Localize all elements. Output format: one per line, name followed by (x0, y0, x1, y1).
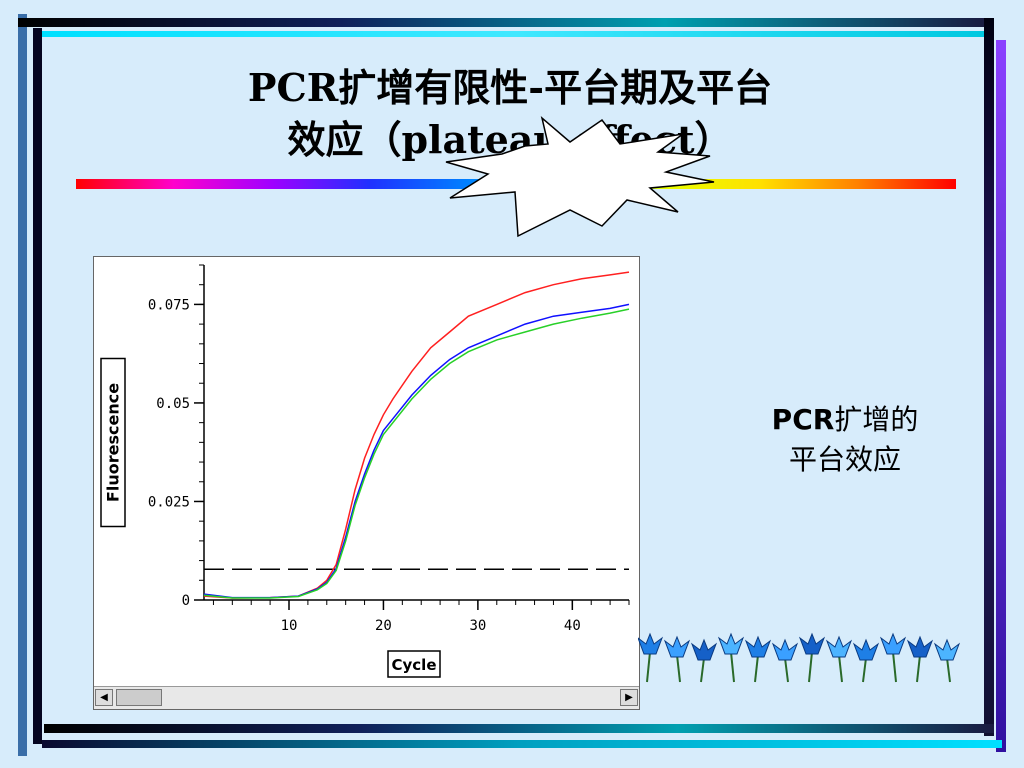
slide-caption: PCR扩增的 平台效应 (730, 400, 960, 480)
caption-pcr: PCR (771, 403, 835, 436)
series-line-2 (203, 303, 630, 599)
scroll-right-icon: ▶ (625, 692, 633, 703)
y-axis-label: Fluorescence (104, 383, 123, 502)
chart-window: 0 0.025 0.05 0.075 10 20 30 40 Fluorescence Cycle… (93, 256, 640, 710)
flower-icon (879, 632, 907, 683)
frame-right-violet (996, 40, 1006, 752)
y-label-box (100, 357, 126, 528)
x-label-box (387, 650, 441, 678)
frame-bottom-cyan (42, 740, 1002, 748)
y-tick-label: 0.075 (148, 297, 190, 313)
frame-bottom-dark (44, 724, 994, 733)
frame-right-dark (984, 18, 994, 736)
frame-left-outer (18, 14, 27, 756)
flower-icon (933, 638, 961, 683)
flower-icon (852, 638, 880, 683)
flower-icon (663, 635, 691, 683)
y-tick-label: 0.025 (148, 494, 190, 510)
horizontal-scrollbar[interactable]: ◀ ▶ (94, 686, 639, 709)
flower-icon (690, 638, 718, 683)
series-line-3 (203, 308, 630, 599)
flower-icon (638, 632, 664, 683)
pcr-amplification-chart: 0 0.025 0.05 0.075 10 20 30 40 Fluorescence Cycle (100, 264, 630, 678)
scroll-right-button[interactable]: ▶ (620, 689, 638, 706)
caption-line-2: 平台效应 (788, 443, 901, 476)
x-tick-label: 10 (281, 618, 298, 634)
frame-top-dark (18, 18, 988, 27)
flower-icon (717, 632, 745, 683)
flower-icon (771, 638, 799, 683)
flower-icon (798, 632, 826, 683)
title-line-1: PCR扩增有限性-平台期及平台 (247, 65, 773, 110)
frame-left-inner (33, 28, 42, 744)
x-tick-label: 40 (564, 618, 581, 634)
scroll-left-button[interactable]: ◀ (95, 689, 113, 706)
flower-icon (744, 635, 772, 683)
x-axis-label: Cycle (392, 656, 437, 674)
caption-line-1: 扩增的 (834, 403, 919, 436)
scroll-left-icon: ◀ (100, 692, 108, 703)
flower-decoration (638, 632, 961, 683)
explosion-burst-shape (445, 115, 715, 238)
y-tick-label: 0 (182, 593, 190, 609)
scroll-thumb[interactable] (116, 689, 162, 706)
frame-top-cyan (42, 31, 988, 37)
x-tick-label: 30 (469, 618, 486, 634)
flower-icon (825, 635, 853, 683)
x-tick-label: 20 (375, 618, 392, 634)
y-tick-label: 0.05 (156, 396, 190, 412)
flower-icon (906, 635, 934, 683)
